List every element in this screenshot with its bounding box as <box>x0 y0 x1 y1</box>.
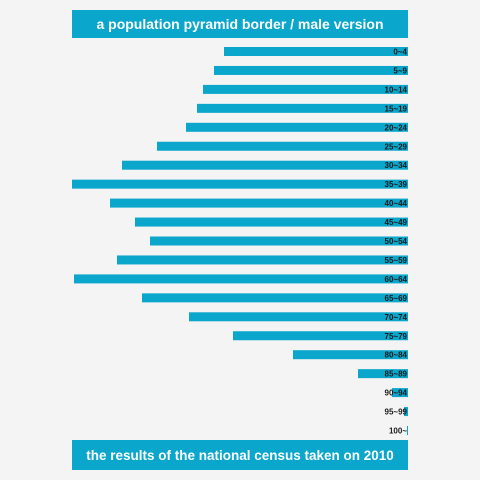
bar-65~69 <box>142 293 408 303</box>
age-label-35~39: 35~39 <box>385 180 408 189</box>
age-label-65~69: 65~69 <box>385 294 408 303</box>
bar-80~84 <box>293 350 408 360</box>
age-label-95~99: 95~99 <box>385 408 408 417</box>
bar-35~39 <box>72 179 408 189</box>
age-label-60~64: 60~64 <box>385 275 408 284</box>
age-label-90~94: 90~94 <box>385 389 408 398</box>
bar-75~79 <box>233 331 408 341</box>
age-label-20~24: 20~24 <box>385 123 408 132</box>
age-label-75~79: 75~79 <box>385 332 408 341</box>
bar-85~89 <box>358 369 408 379</box>
bar-20~24 <box>186 122 408 132</box>
bar-45~49 <box>135 217 408 227</box>
bar-60~64 <box>74 274 408 284</box>
age-label-40~44: 40~44 <box>385 199 408 208</box>
age-label-70~74: 70~74 <box>385 313 408 322</box>
age-label-100~: 100~ <box>389 427 407 436</box>
age-label-15~19: 15~19 <box>385 104 408 113</box>
age-label-0~4: 0~4 <box>393 48 407 57</box>
age-label-25~29: 25~29 <box>385 142 408 151</box>
bar-40~44 <box>110 198 408 208</box>
bar-70~74 <box>189 312 408 322</box>
bar-0~4 <box>224 47 408 56</box>
bar-50~54 <box>150 236 408 246</box>
bar-95~99 <box>404 407 408 417</box>
age-label-30~34: 30~34 <box>385 161 408 170</box>
age-label-10~14: 10~14 <box>385 85 408 94</box>
age-label-80~84: 80~84 <box>385 351 408 360</box>
bar-25~29 <box>157 141 408 151</box>
chart-title: a population pyramid border / male versi… <box>72 10 408 38</box>
chart-footer: the results of the national census taken… <box>72 440 408 470</box>
bar-10~14 <box>203 84 408 94</box>
bar-30~34 <box>122 160 408 170</box>
age-label-50~54: 50~54 <box>385 237 408 246</box>
bar-90~94 <box>392 388 408 398</box>
bar-100~ <box>407 426 408 435</box>
age-label-55~59: 55~59 <box>385 256 408 265</box>
age-label-5~9: 5~9 <box>393 66 407 75</box>
bar-55~59 <box>117 255 408 265</box>
bar-15~19 <box>197 103 408 113</box>
bar-5~9 <box>214 65 408 75</box>
age-label-45~49: 45~49 <box>385 218 408 227</box>
age-label-85~89: 85~89 <box>385 370 408 379</box>
